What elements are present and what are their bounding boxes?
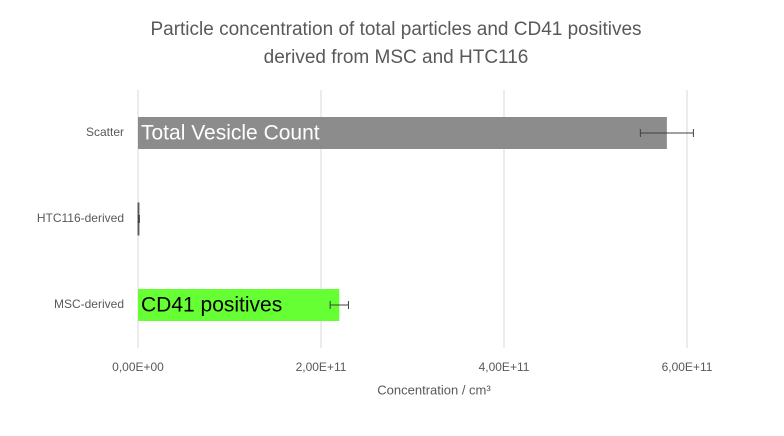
error-bar [137, 215, 140, 223]
error-bar [329, 301, 349, 309]
error-bar [639, 129, 694, 137]
x-tick-label: 0,00E+00 [112, 360, 164, 374]
x-tick-label: 2,00E+11 [296, 360, 347, 374]
x-tick-label: 4,00E+11 [479, 360, 530, 374]
x-axis-label: Concentration / cm³ [377, 382, 491, 397]
bar [138, 289, 340, 321]
chart-title: Particle concentration of total particle… [150, 19, 641, 40]
y-tick-label: MSC-derived [54, 297, 124, 311]
bar-label: CD41 positives [141, 294, 282, 317]
bar [138, 117, 667, 149]
x-tick-label: 6,00E+11 [662, 360, 713, 374]
bar-label: Total Vesicle Count [141, 122, 320, 145]
chart-title: derived from MSC and HTC116 [264, 47, 529, 68]
y-tick-label: HTC116-derived [37, 211, 124, 225]
y-tick-label: Scatter [86, 125, 124, 139]
